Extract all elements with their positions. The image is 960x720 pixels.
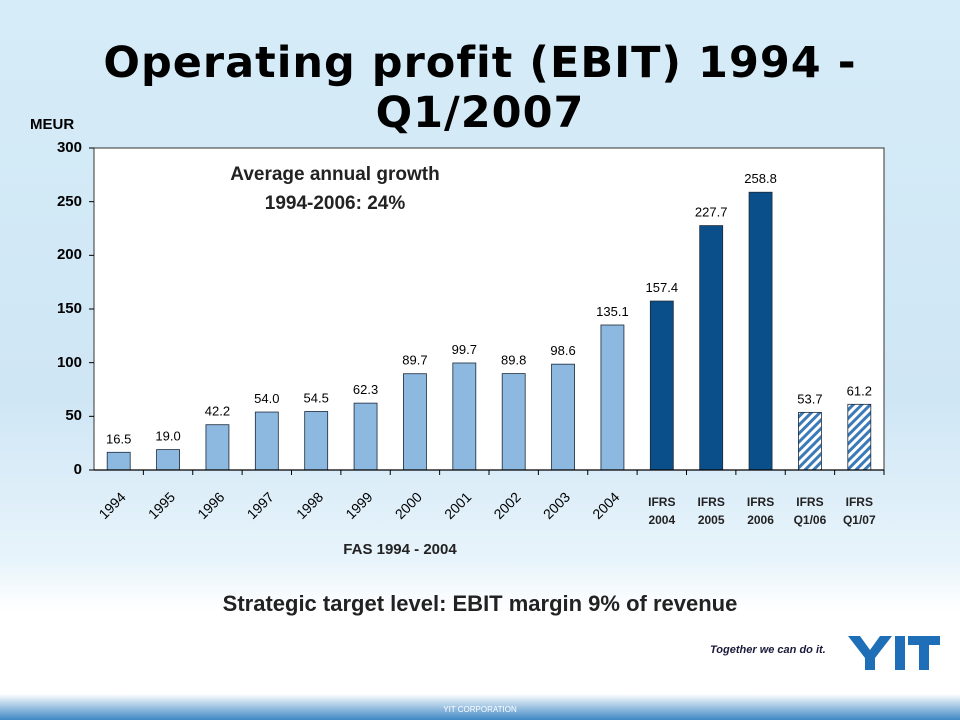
strategic-target-note: Strategic target level: EBIT margin 9% o… — [222, 591, 738, 616]
fas-group-label: FAS 1994 - 2004 — [343, 541, 457, 558]
y-tick-label: 50 — [65, 407, 82, 425]
bar — [106, 451, 131, 471]
yit-logo — [848, 636, 940, 670]
bar — [501, 373, 526, 471]
bar — [156, 449, 180, 471]
bar-value-label: 157.4 — [646, 280, 679, 295]
ebit-bar-chart: 16.5 1994 19.0 1995 42.2 1996 54.0 1997 54.5 1998… — [89, 147, 885, 527]
bar-value-label: 258.8 — [744, 171, 777, 186]
bar — [649, 300, 674, 471]
x-category-label: 1994 — [95, 489, 128, 522]
growth-annotation-line: Average annual growth — [230, 164, 440, 185]
x-category-label: 2001 — [441, 489, 474, 522]
bar-value-label: 62.3 — [353, 382, 378, 397]
bar-value-label: 42.2 — [205, 404, 230, 419]
bar — [748, 191, 773, 471]
x-category-label: IFRS Q1/06 — [794, 495, 827, 527]
bar-value-label: 16.5 — [106, 431, 131, 446]
x-category-label: IFRS Q1/07 — [843, 495, 876, 527]
bar — [600, 324, 625, 471]
y-axis-unit-label: MEUR — [30, 116, 75, 133]
bar — [254, 411, 279, 471]
x-category-label: 1995 — [145, 489, 178, 522]
bar — [452, 362, 477, 471]
bar-value-label: 53.7 — [797, 391, 822, 406]
slogan: Together we can do it. — [710, 644, 826, 656]
bar-value-label: 135.1 — [596, 304, 629, 319]
x-category-label: 1996 — [194, 489, 227, 522]
bar-value-label: 61.2 — [847, 383, 872, 398]
x-category-label: IFRS 2005 — [698, 495, 725, 527]
y-tick-label: 0 — [73, 461, 82, 478]
bar-value-label: 227.7 — [695, 205, 728, 220]
x-category-label: 2003 — [540, 489, 573, 522]
x-category-label: 1999 — [342, 489, 375, 522]
bar — [353, 402, 378, 471]
y-tick-label: 250 — [56, 192, 82, 210]
x-category-label: IFRS 2004 — [648, 495, 675, 527]
y-tick-label: 100 — [56, 353, 82, 371]
footer-band — [0, 694, 960, 720]
bar-value-label: 98.6 — [550, 343, 575, 358]
y-tick-label: 300 — [56, 139, 82, 156]
y-tick-label: 200 — [56, 246, 82, 264]
bar — [304, 411, 329, 471]
y-tick-label: 150 — [56, 300, 82, 317]
x-category-label: 1997 — [244, 489, 277, 522]
bar — [798, 411, 822, 471]
bar-value-label: 99.7 — [452, 342, 477, 357]
bar — [699, 225, 724, 471]
x-category-label: 2000 — [392, 489, 425, 522]
growth-annotation: Average annual growth 1994-2006: 24% — [180, 160, 490, 218]
footer-text: YIT CORPORATION — [443, 705, 517, 714]
x-category-label: 2002 — [490, 489, 523, 522]
bar-value-label: 54.0 — [254, 391, 279, 406]
bar — [551, 363, 575, 471]
bar-value-label: 54.5 — [304, 391, 329, 406]
bar — [847, 403, 872, 471]
slide-title: Operating profit (EBIT) 1994 - Q1/2007 — [103, 38, 857, 138]
bar-value-label: 19.0 — [155, 429, 180, 444]
bar-value-label: 89.7 — [402, 353, 427, 368]
x-category-label: IFRS 2006 — [747, 495, 774, 527]
growth-annotation-line: 1994-2006: 24% — [264, 193, 406, 214]
x-category-label: 1998 — [293, 489, 326, 522]
bar-value-label: 89.8 — [501, 353, 526, 368]
bar — [205, 424, 230, 471]
x-category-label: 2004 — [589, 489, 622, 522]
bar — [403, 373, 427, 471]
